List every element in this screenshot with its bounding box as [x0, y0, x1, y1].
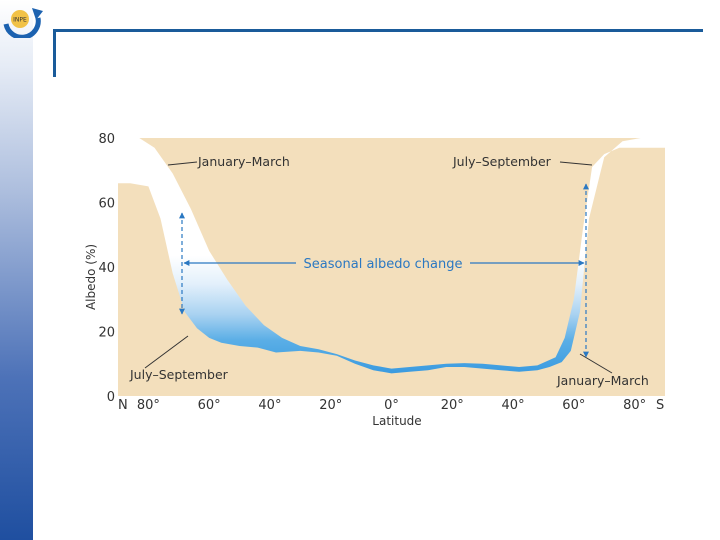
x-tick-label: 60° [562, 398, 585, 413]
x-tick-label: 0° [384, 398, 399, 413]
seasonal-change-label: Seasonal albedo change [304, 257, 463, 272]
logo-text: INPE [13, 17, 27, 24]
x-tick-label: 40° [502, 398, 525, 413]
y-tick-label: 0 [107, 390, 115, 405]
frame-left-line [53, 29, 56, 77]
annotation-jul-sep-south: July–September [452, 154, 593, 169]
x-tick-label: 40° [258, 398, 281, 413]
x-axis-label: Latitude [372, 414, 421, 428]
x-tick-label: 60° [198, 398, 221, 413]
left-gradient-bar [0, 0, 33, 540]
x-tick-label: 20° [319, 398, 342, 413]
annotation-jul-sep-south-text: July–September [452, 154, 552, 169]
annotation-jan-mar-south-text: January–March [556, 373, 649, 388]
y-tick-label: 40 [98, 261, 115, 276]
y-axis-label: Albedo (%) [84, 244, 98, 310]
annotation-jan-mar-north-text: January–March [197, 154, 290, 169]
annotation-jul-sep-north-text: July–September [129, 367, 229, 382]
y-tick-label: 80 [98, 132, 115, 147]
y-tick-label: 60 [98, 197, 115, 212]
x-tick-label: 80° [137, 398, 160, 413]
annotation-jul-sep-north: July–September [129, 335, 229, 382]
north-label: N [118, 398, 128, 413]
x-tick-label: 80° [623, 398, 646, 413]
x-tick-label: 20° [441, 398, 464, 413]
annotation-jan-mar-north: January–March [167, 154, 290, 169]
y-tick-label: 20 [98, 326, 115, 341]
south-label: S [656, 398, 664, 413]
frame-top-line [53, 29, 703, 32]
logo-icon: INPE [3, 8, 43, 38]
